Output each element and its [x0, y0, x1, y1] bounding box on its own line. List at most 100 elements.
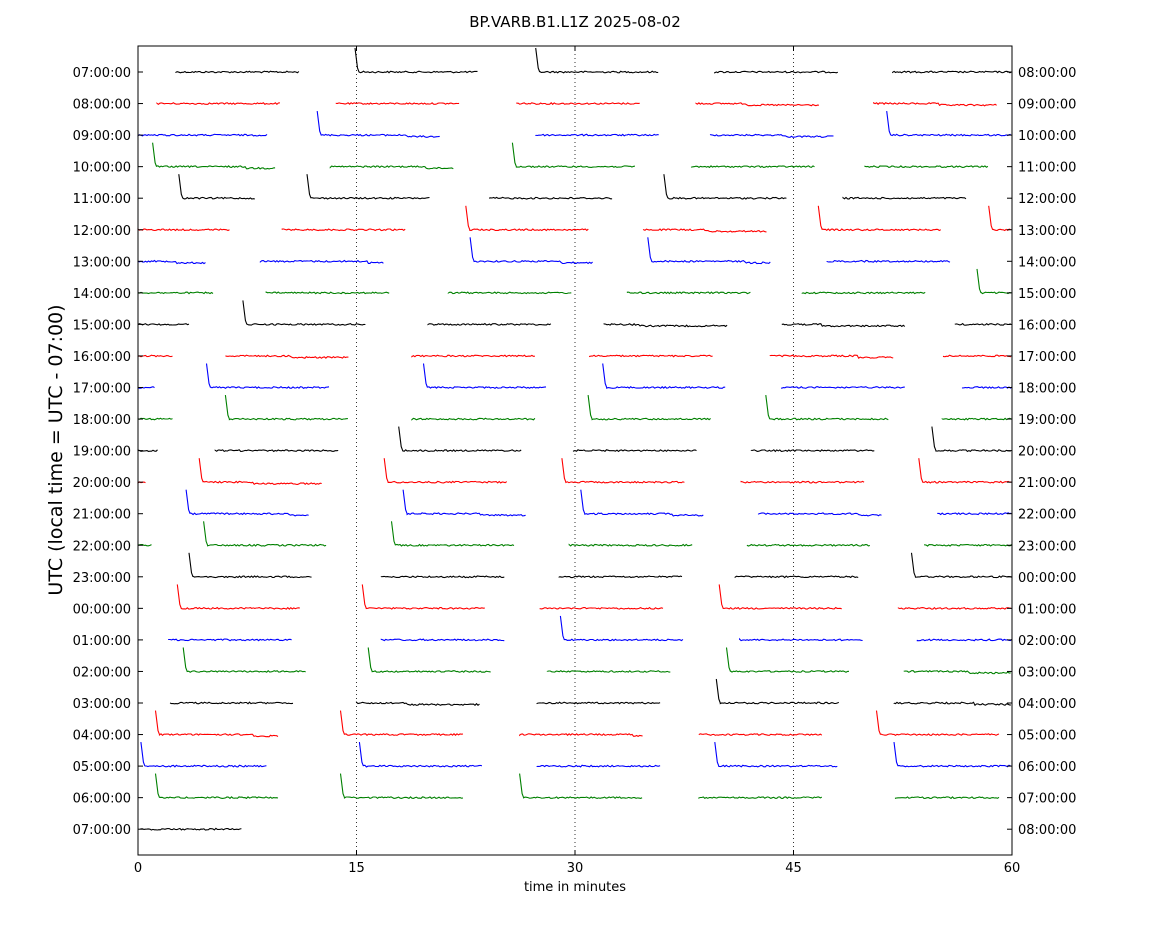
trace-row-8	[137, 268, 1012, 295]
trace-segment	[380, 638, 505, 642]
trace-segment	[137, 354, 173, 358]
trace-segment	[178, 174, 255, 200]
left-time-label: 20:00:00	[73, 476, 131, 491]
right-time-label: 09:00:00	[1018, 98, 1076, 113]
trace-row-5	[178, 174, 967, 200]
trace-segment	[769, 354, 894, 360]
trace-segment	[225, 354, 349, 359]
trace-segment	[265, 291, 390, 295]
trace-segment	[897, 606, 1011, 610]
trace-segment	[411, 417, 536, 421]
trace-row-17	[188, 552, 1012, 579]
trace-segment	[488, 196, 613, 200]
trace-segment	[306, 174, 430, 200]
trace-segment	[214, 449, 339, 453]
left-time-label: 03:00:00	[73, 697, 131, 712]
x-tick-label: 30	[567, 861, 584, 876]
right-time-label: 14:00:00	[1018, 255, 1076, 270]
trace-segment	[516, 102, 640, 106]
left-time-label: 12:00:00	[73, 224, 131, 239]
trace-row-4	[152, 142, 989, 170]
trace-segment	[242, 300, 366, 326]
trace-segment	[892, 70, 1012, 74]
left-time-label: 17:00:00	[73, 382, 131, 397]
trace-row-1	[175, 47, 1012, 74]
chart-title: BP.VARB.B1.L1Z 2025-08-02	[469, 13, 681, 31]
left-time-labels: 07:00:00 08:00:00 09:00:00 10:00:00 11:00:00…	[73, 66, 131, 838]
left-time-label: 06:00:00	[73, 792, 131, 807]
trace-segment	[469, 237, 593, 265]
trace-segment	[893, 742, 1011, 768]
trace-segment	[188, 552, 312, 579]
trace-row-9	[137, 300, 1011, 328]
right-time-label: 03:00:00	[1018, 665, 1076, 680]
trace-segment	[698, 733, 823, 736]
trace-segment	[539, 606, 664, 610]
trace-segment	[447, 291, 572, 295]
x-tick-labels: 0 15 30 45 60	[134, 861, 1020, 876]
trace-segment	[398, 426, 522, 453]
trace-segment	[203, 521, 327, 547]
right-time-label: 02:00:00	[1018, 634, 1076, 649]
trace-segment	[587, 395, 711, 421]
trace-segment	[427, 322, 552, 326]
right-time-label: 06:00:00	[1018, 760, 1076, 775]
left-time-label: 00:00:00	[73, 602, 131, 617]
trace-row-13	[137, 426, 1011, 453]
left-time-label: 13:00:00	[73, 255, 131, 270]
trace-segment	[757, 512, 882, 517]
trace-segment	[715, 678, 840, 705]
right-time-label: 04:00:00	[1018, 697, 1076, 712]
trace-segment	[954, 322, 1011, 326]
trace-segment	[690, 165, 815, 169]
trace-segment	[698, 796, 823, 800]
right-time-label: 23:00:00	[1018, 539, 1076, 554]
trace-segment	[465, 205, 589, 232]
trace-row-19	[168, 615, 1013, 642]
trace-segment	[137, 259, 206, 265]
left-time-label: 01:00:00	[73, 634, 131, 649]
trace-segment	[535, 133, 659, 137]
trace-segment	[140, 742, 267, 768]
trace-segment	[572, 449, 697, 453]
trace-row-15	[185, 489, 1012, 517]
trace-segment	[152, 142, 276, 170]
trace-segment	[603, 323, 728, 328]
trace-segment	[746, 543, 871, 547]
trace-row-22	[154, 710, 1000, 738]
trace-segment	[642, 228, 767, 233]
right-time-label: 16:00:00	[1018, 318, 1076, 333]
trace-segment	[893, 701, 1012, 707]
seismic-traces	[137, 47, 1013, 831]
trace-segment	[931, 426, 1011, 453]
trace-segment	[402, 489, 526, 517]
trace-segment	[358, 742, 483, 768]
trace-segment	[961, 386, 1013, 389]
trace-row-2	[156, 102, 997, 107]
left-time-label: 07:00:00	[73, 66, 131, 81]
trace-segment	[411, 354, 535, 358]
trace-segment	[734, 575, 859, 579]
trace-segment	[536, 764, 661, 768]
left-time-label: 11:00:00	[73, 192, 131, 207]
right-time-label: 13:00:00	[1018, 224, 1076, 239]
trace-segment	[781, 323, 906, 328]
trace-segment	[988, 205, 1011, 232]
trace-segment	[546, 669, 671, 673]
trace-row-11	[137, 363, 1013, 390]
trace-segment	[316, 111, 440, 138]
trace-segment	[918, 458, 1012, 484]
trace-segment	[182, 647, 306, 673]
trace-segment	[137, 291, 214, 295]
trace-segment	[511, 142, 636, 169]
right-time-labels: 08:00:00 09:00:00 10:00:00 11:00:00 12:00:00…	[1018, 66, 1076, 838]
trace-segment	[647, 237, 771, 265]
trace-segment	[864, 165, 989, 169]
trace-segment	[916, 638, 1013, 642]
right-time-label: 15:00:00	[1018, 287, 1076, 302]
x-tick-label: 0	[134, 861, 142, 876]
right-time-label: 08:00:00	[1018, 66, 1076, 81]
trace-segment	[903, 670, 1011, 675]
right-time-label: 22:00:00	[1018, 508, 1076, 523]
trace-segment	[281, 228, 406, 232]
